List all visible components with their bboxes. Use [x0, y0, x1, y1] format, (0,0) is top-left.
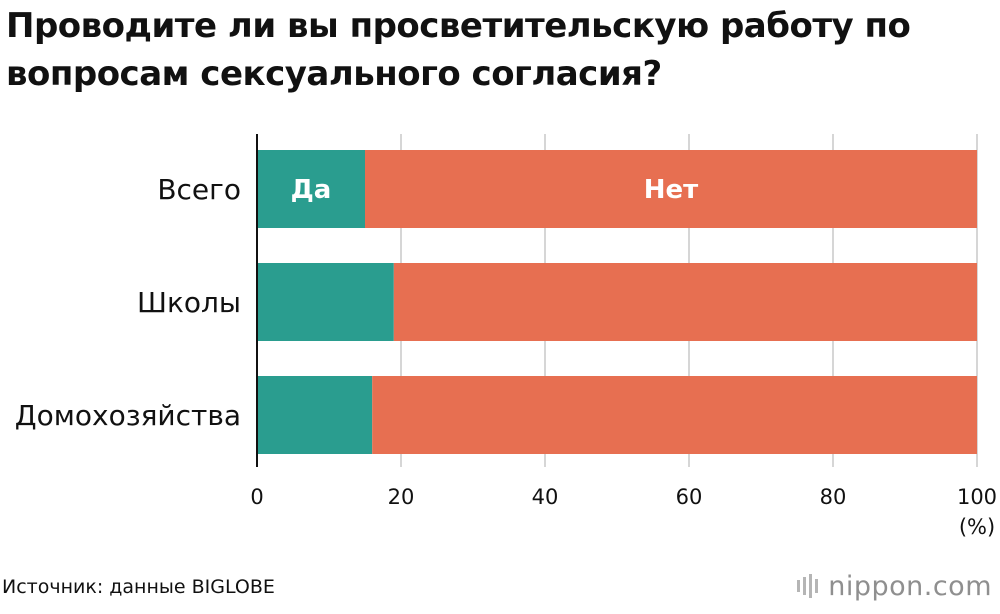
bar-segment-yes: [257, 263, 394, 341]
x-tick-label: 60: [676, 485, 703, 509]
category-label: Школы: [137, 286, 241, 319]
x-tick-label: 100: [957, 485, 997, 509]
category-label: Всего: [157, 173, 241, 206]
bar-segment-no: [393, 263, 977, 341]
labels: 0 20 40 60 80 100 Да Нет Всего Школы Домохозяйства…: [15, 173, 997, 539]
source-note: Источник: данные BIGLOBE: [2, 576, 275, 598]
x-unit-label: (%): [959, 515, 995, 539]
bars: [257, 150, 977, 454]
bar-segment-yes: [257, 150, 365, 228]
category-label: Домохозяйства: [15, 399, 241, 432]
x-tick-label: 0: [250, 485, 263, 509]
chart-title: Проводите ли вы просветительскую работу …: [6, 6, 911, 94]
bar-segment-yes: [257, 376, 373, 454]
brand-logo: nippon.com: [797, 571, 992, 602]
x-tick-label: 20: [388, 485, 415, 509]
brand-text: nippon.com: [828, 571, 992, 602]
logo-bars-icon: [797, 574, 819, 598]
series-label: Нет: [644, 175, 698, 205]
x-tick-label: 40: [532, 485, 559, 509]
bar-segment-no: [365, 150, 977, 228]
x-tick-label: 80: [820, 485, 847, 509]
series-label: Да: [291, 175, 332, 205]
bar-segment-no: [372, 376, 977, 454]
